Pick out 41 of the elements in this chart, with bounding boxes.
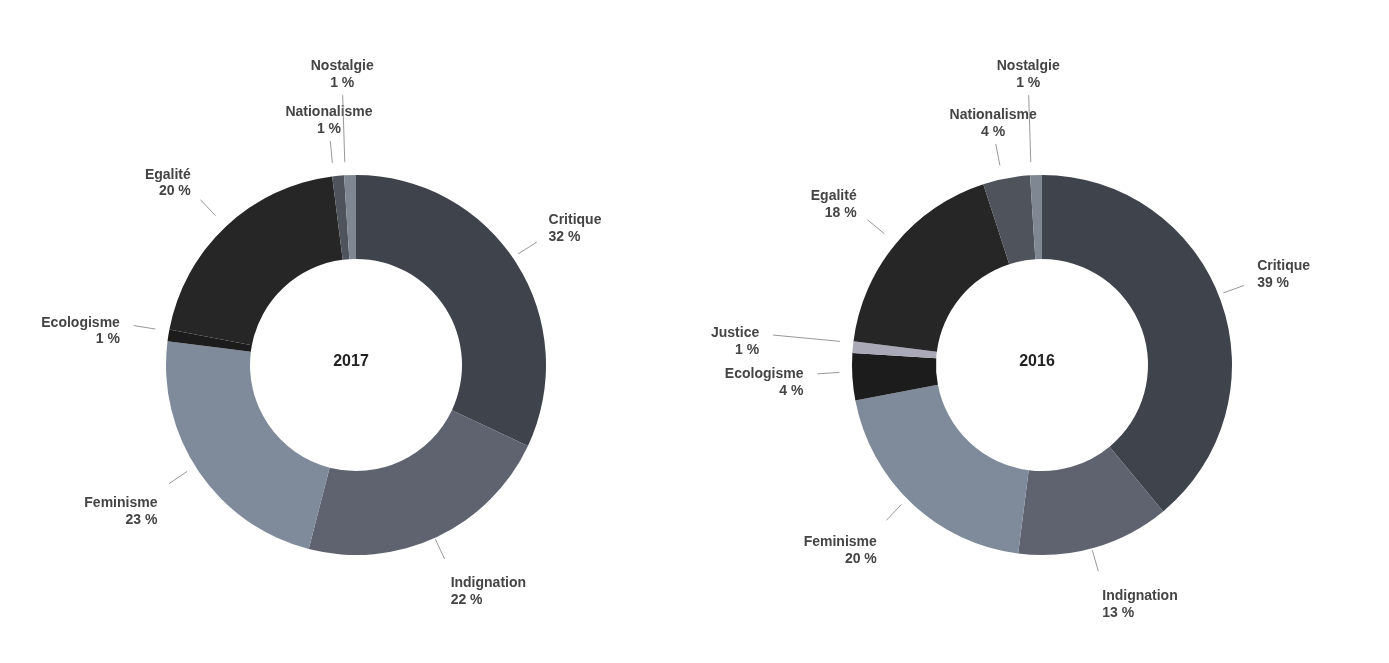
data-label: 1 % <box>330 74 355 91</box>
slice-label: Nationalisme <box>285 103 373 120</box>
data-label: 20 % <box>158 182 192 199</box>
slice-label: Indignation <box>450 573 527 590</box>
data-label: 39 % <box>1257 273 1290 290</box>
donut-slice <box>332 175 350 260</box>
donut-slice <box>308 410 528 555</box>
donut-slice <box>983 175 1036 265</box>
text: 2017 <box>333 351 369 369</box>
donut-slice <box>344 175 356 260</box>
slice-label: Feminisme <box>84 493 158 510</box>
data-label: 4 % <box>779 381 805 398</box>
slice-label: Egalité <box>144 165 192 182</box>
data-label: 32 % <box>548 227 582 244</box>
donut-slice <box>852 353 938 401</box>
slice-label: Justice <box>710 323 760 340</box>
data-label: 1 % <box>1016 74 1041 91</box>
slice-label: Ecologisme <box>724 364 804 381</box>
data-label: 23 % <box>125 510 158 527</box>
text: 2016 <box>1019 351 1055 369</box>
slice-label: Egalité <box>810 187 857 204</box>
data-label: 22 % <box>450 590 484 607</box>
slice-label: Nostalgie <box>310 57 374 74</box>
data-label: 1 % <box>95 330 121 347</box>
donut-slice <box>1030 175 1042 260</box>
slice-label: Nationalisme <box>949 106 1037 123</box>
slice-label: Critique <box>1257 256 1311 273</box>
slice-label: Nostalgie <box>996 57 1060 74</box>
data-label: 1 % <box>735 340 760 357</box>
donut-slice <box>852 341 937 359</box>
data-label: 20 % <box>844 549 878 566</box>
data-label: 18 % <box>824 203 858 220</box>
donut-slice <box>166 341 330 550</box>
slice-label: Indignation <box>1102 586 1178 603</box>
data-label: 13 % <box>1102 603 1135 620</box>
data-label: 1 % <box>316 120 342 137</box>
slice-label: Ecologisme <box>41 313 121 330</box>
donut-slice <box>1018 446 1164 555</box>
slice-label: Critique <box>548 210 602 227</box>
data-label: 4 % <box>981 123 1006 140</box>
slice-label: Feminisme <box>803 532 878 549</box>
